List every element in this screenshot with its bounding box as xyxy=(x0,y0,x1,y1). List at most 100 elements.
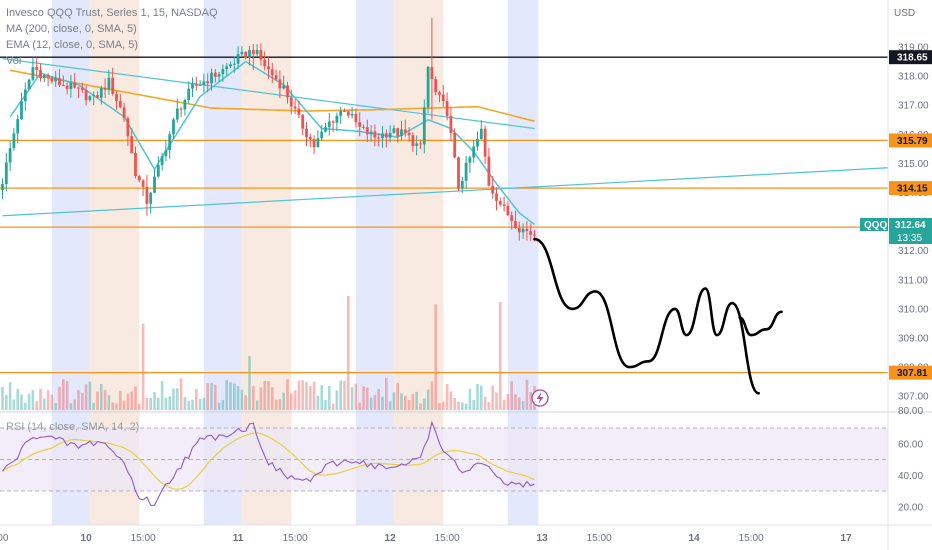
volume-bar xyxy=(487,402,491,410)
ma200-legend[interactable]: MA (200, close, 0, SMA, 5) xyxy=(6,23,137,35)
time-tick-label: 10 xyxy=(81,533,93,544)
volume-bar xyxy=(202,397,206,410)
volume-legend[interactable]: Vol xyxy=(6,55,21,67)
volume-bar xyxy=(419,403,422,410)
candle-body xyxy=(449,115,453,133)
candle-body xyxy=(240,51,244,55)
candle-body xyxy=(39,70,42,79)
candle-body xyxy=(533,234,536,236)
time-tick-label: 15:00 xyxy=(283,533,308,544)
candle-body xyxy=(175,108,179,120)
volume-bar xyxy=(449,391,453,410)
hand-drawn-projection[interactable] xyxy=(533,237,783,395)
candle-body xyxy=(369,131,373,135)
candle-body xyxy=(457,157,460,189)
candle-body xyxy=(198,84,202,86)
volume-bar xyxy=(160,381,164,410)
volume-bar xyxy=(453,398,456,410)
volume-bar xyxy=(153,391,156,410)
volume-bar xyxy=(282,392,285,410)
candle-body xyxy=(141,180,145,187)
candle-body xyxy=(403,129,407,133)
candle-body xyxy=(270,69,274,76)
rsi-legend[interactable]: RSI (14, close, SMA, 14, 2) xyxy=(6,421,139,433)
volume-bar xyxy=(499,302,502,410)
candle-body xyxy=(335,115,339,123)
time-tick-label: 15:00 xyxy=(435,533,460,544)
volume-bar xyxy=(50,394,54,410)
volume-bar xyxy=(312,381,316,410)
volume-bar xyxy=(510,381,513,410)
price-tick-label: 311.00 xyxy=(898,275,928,286)
candle-body xyxy=(50,77,54,82)
price-tick-label: 312.00 xyxy=(898,246,929,257)
volume-bar xyxy=(1,386,4,410)
ema12-legend[interactable]: EMA (12, close, 0, SMA, 5) xyxy=(6,39,138,51)
trendlines[interactable] xyxy=(2,58,888,217)
last-price-tag xyxy=(889,218,932,244)
volume-bar xyxy=(442,401,445,410)
trendline xyxy=(2,58,535,130)
candle-body xyxy=(172,119,175,135)
candle-body xyxy=(517,228,521,233)
volume-bar xyxy=(43,398,46,410)
volume-bar xyxy=(8,382,12,410)
candle-body xyxy=(286,85,289,98)
candle-body xyxy=(46,75,50,78)
candle-body xyxy=(468,157,472,163)
candle-body xyxy=(1,184,4,190)
candle-body xyxy=(236,54,240,64)
volume-bar xyxy=(81,392,84,410)
candle-body xyxy=(4,162,8,185)
volume-bar xyxy=(138,403,141,410)
candle-body xyxy=(411,135,415,146)
candle-body xyxy=(384,133,388,138)
candle-body xyxy=(434,79,438,93)
volume-bar xyxy=(126,393,130,410)
trendline xyxy=(2,167,888,217)
candle-body xyxy=(308,137,312,140)
rsi-tick-label: 20.00 xyxy=(898,502,923,513)
price-tick-label: 319.00 xyxy=(898,43,929,54)
candle-body xyxy=(31,67,35,80)
volume-bar xyxy=(111,402,114,410)
candle-body xyxy=(130,136,134,153)
volume-bar xyxy=(309,386,312,410)
volume-bar xyxy=(176,388,179,410)
candle-body xyxy=(392,128,396,133)
volume-bar xyxy=(293,390,297,410)
candle-body xyxy=(232,63,236,65)
rsi-band xyxy=(0,427,888,492)
candle-body xyxy=(217,74,221,77)
candle-body xyxy=(213,72,217,77)
candle-body xyxy=(267,66,270,70)
time-axis[interactable]: 5:00 10 15:00 11 15:00 12 15:00 13 15:00 14 15:00 1… xyxy=(0,533,852,544)
rsi-line xyxy=(2,420,535,506)
candle-body xyxy=(259,50,263,60)
volume-bar xyxy=(381,396,384,410)
volume-bar xyxy=(377,389,380,410)
volume-bar xyxy=(320,385,323,410)
volume-bar xyxy=(198,398,202,410)
lightning-icon[interactable] xyxy=(531,389,549,407)
candle-body xyxy=(149,192,153,204)
price-tick-label: 309.00 xyxy=(898,334,929,345)
candle-body xyxy=(354,113,358,123)
volume-bar xyxy=(434,304,437,410)
volume-bar xyxy=(12,399,16,410)
volume-bar xyxy=(31,390,35,410)
volume-bar xyxy=(259,387,263,410)
drawn-path-tail xyxy=(738,310,783,337)
volume-bar xyxy=(502,400,506,410)
volume-bar xyxy=(392,392,396,410)
volume-bar xyxy=(54,403,57,410)
volume-bar xyxy=(206,383,209,410)
candle-body xyxy=(327,121,331,128)
volume-bar xyxy=(407,400,411,410)
currency-label: USD xyxy=(894,8,915,19)
time-tick-label: 12 xyxy=(385,533,397,544)
candle-body xyxy=(491,185,495,194)
candle-body xyxy=(103,87,107,90)
candle-body xyxy=(183,100,187,110)
